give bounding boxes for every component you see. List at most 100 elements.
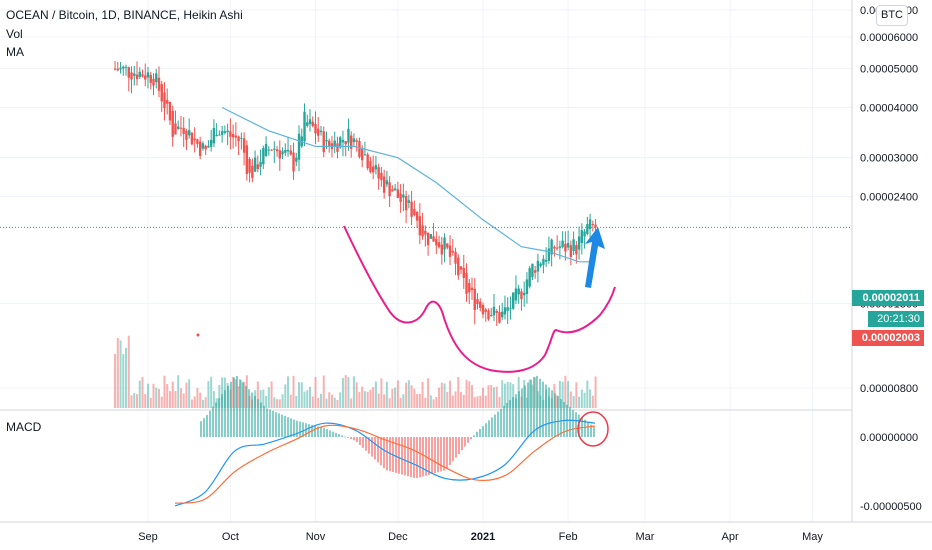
volume-bar [591,395,594,408]
volume-bar [410,385,413,408]
volume-bar [366,391,369,408]
volume-bar [531,384,534,408]
candle-body [448,245,452,257]
volume-bar [281,394,284,408]
candle-body [440,244,444,255]
currency-badge[interactable]: BTC [876,5,908,26]
macd-histogram-bar [212,406,214,437]
candle-body [157,77,161,91]
volume-bar [314,376,317,408]
candle-body [421,225,424,237]
macd-histogram-bar [527,382,529,437]
volume-bar [317,397,320,408]
candle-body [196,139,199,144]
macd-histogram-bar [455,437,457,458]
candle-body [328,140,331,146]
volume-bar [405,382,408,408]
candle-body [204,145,207,150]
macd-histogram-bar [464,437,466,447]
time-axis-labels: Sep Oct Nov Dec 2021 Feb Mar Apr May [138,531,823,543]
volume-bar [575,382,578,408]
candle-body [179,127,183,129]
macd-histogram-bar [515,394,517,437]
candle-body [495,311,498,313]
macd-line [174,419,596,507]
candle-body [229,131,232,137]
volume-bar [503,383,506,408]
volume-bar [289,394,292,408]
macd-histogram-bar [524,385,526,437]
macd-histogram-bar [566,404,568,437]
volume-bar [350,398,353,408]
macd-histogram-bar [353,437,355,441]
volume-bar [190,399,193,408]
macd-histogram-bar [287,417,289,437]
volume-bar [240,380,243,408]
volume-bar [262,389,265,408]
macd-histogram-bar [563,401,565,437]
volume-bar [138,380,141,408]
macd-histogram-bar [359,437,361,446]
volume-bar [484,395,487,408]
candle-body [138,71,141,77]
volume-bar [578,396,581,408]
macd-legend: MACD [6,420,42,434]
candle-body [377,167,380,179]
volume-bar [471,385,474,408]
volume-bar [122,354,125,408]
macd-histogram-bar [437,437,439,473]
candle-body [544,259,548,262]
candle-body [306,122,309,126]
macd-histogram-bar [476,431,478,437]
candle-body [237,136,240,142]
macd-histogram-bar [407,437,409,477]
price-axis-label: 0.00003000 [860,153,918,165]
time-axis-label: Sep [138,531,158,543]
macd-histogram-bar [509,400,511,437]
macd-histogram-bar [236,376,238,437]
candle-body [303,111,306,142]
volume-bar [221,377,224,408]
volume-bar [207,381,210,408]
heikin-ashi-candles [113,60,597,326]
price-axis-label: 0.00006000 [860,32,918,44]
macd-histogram-bar [332,431,334,437]
candle-body [492,306,496,316]
macd-histogram-bar [341,435,343,437]
volume-bar [391,388,394,408]
volume-bar [157,389,160,408]
candle-body [289,150,292,155]
volume-bar [185,382,188,408]
volume-bar [166,383,169,408]
macd-histogram-bar [470,437,472,440]
macd-histogram-bar [200,421,202,437]
volume-bar [243,381,246,408]
chart-legend-title: OCEAN / Bitcoin, 1D, BINANCE, Heikin Ash… [6,8,243,22]
candle-body [152,78,155,86]
macd-histogram-bar [242,382,244,437]
volume-bar [234,379,237,408]
volume-bar [402,394,405,408]
candle-body [539,263,542,267]
volume-bar [218,384,221,408]
volume-bar [136,394,139,408]
candle-body [586,224,589,234]
macd-histogram-bar [308,424,310,437]
candle-body [352,138,356,143]
candle-body [437,242,441,248]
volume-bar [495,386,498,408]
volume-bar [125,347,128,408]
candle-body [547,248,551,261]
candle-body [558,246,562,248]
candle-body [588,219,592,229]
candle-body [382,176,386,193]
candle-body [432,236,435,242]
volume-bar [149,397,152,408]
candle-body [443,237,446,250]
volume-bar [462,394,465,408]
candle-body [360,148,364,161]
volume-bar [303,391,306,408]
volume-bar [534,377,537,408]
candle-body [209,139,213,147]
